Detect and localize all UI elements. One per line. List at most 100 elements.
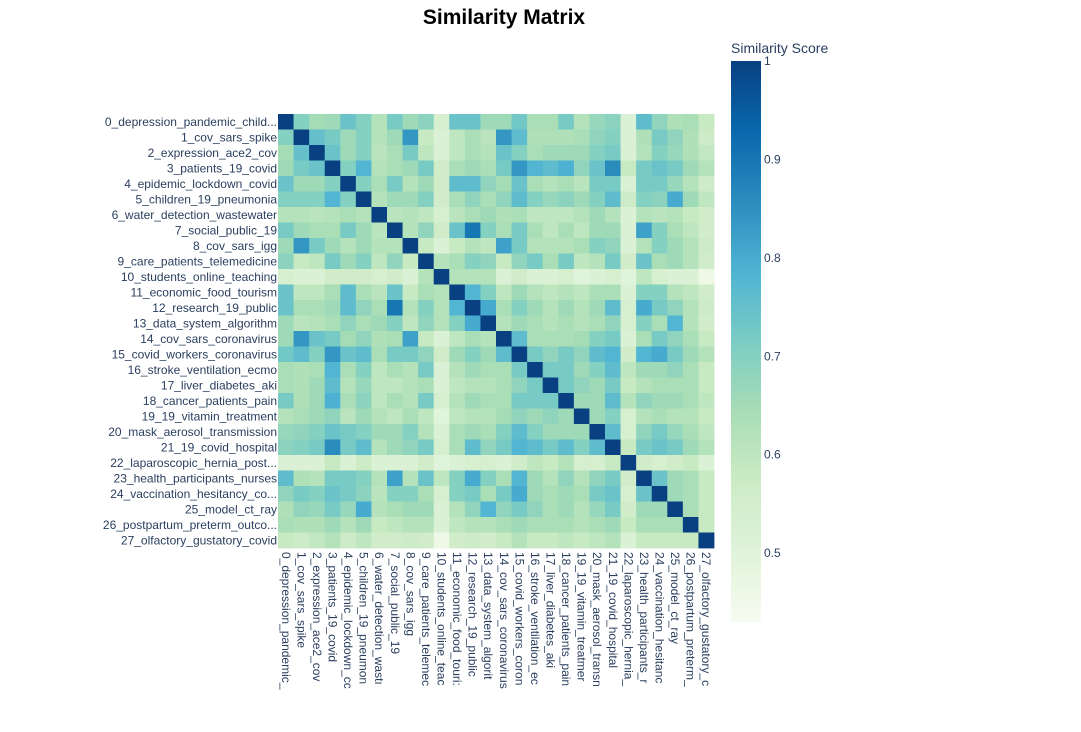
- colorbar-title: Similarity Score: [731, 40, 828, 56]
- heatmap-cell: [620, 238, 637, 254]
- heatmap-cell: [278, 315, 294, 332]
- heatmap-cell: [605, 114, 621, 130]
- heatmap-cell: [324, 424, 341, 440]
- heatmap-cell: [278, 176, 294, 192]
- heatmap-cell: [605, 269, 621, 285]
- heatmap-cell: [511, 470, 528, 487]
- heatmap-cell: [293, 455, 310, 471]
- heatmap-cell: [324, 114, 341, 130]
- heatmap-cell: [573, 377, 590, 394]
- heatmap-cell: [605, 424, 621, 440]
- heatmap-cell: [402, 253, 419, 270]
- heatmap-cell: [355, 176, 372, 192]
- heatmap-cell: [589, 408, 606, 425]
- heatmap-cell: [340, 160, 357, 177]
- heatmap-cell: [496, 470, 512, 487]
- heatmap-cell: [293, 191, 310, 208]
- heatmap-cell: [387, 424, 403, 440]
- heatmap-cell: [605, 253, 621, 270]
- heatmap-cell: [418, 486, 435, 502]
- heatmap-cell: [589, 424, 606, 440]
- heatmap-cell: [324, 377, 341, 394]
- heatmap-cell: [480, 517, 497, 533]
- heatmap-cell: [651, 501, 668, 518]
- heatmap-cell: [340, 393, 357, 409]
- heatmap-cell: [278, 455, 294, 471]
- heatmap-cell: [433, 207, 450, 223]
- heatmap-cell: [418, 346, 435, 363]
- heatmap-cell: [355, 532, 372, 549]
- heatmap-cell: [651, 331, 668, 347]
- heatmap-cell: [573, 424, 590, 440]
- heatmap-cell: [480, 129, 497, 146]
- heatmap-cell: [387, 439, 403, 456]
- heatmap-cell: [573, 160, 590, 177]
- heatmap-cell: [309, 114, 326, 130]
- heatmap-cell: [371, 408, 388, 425]
- heatmap-cell: [542, 114, 559, 130]
- heatmap-cell: [651, 160, 668, 177]
- y-tick-label: 12_research_19_public: [152, 301, 277, 315]
- heatmap-cell: [667, 517, 684, 533]
- heatmap-cell: [573, 145, 590, 161]
- heatmap-cell: [651, 253, 668, 270]
- heatmap-cell: [682, 284, 699, 301]
- heatmap-cell: [511, 424, 528, 440]
- heatmap-cell: [464, 393, 481, 409]
- heatmap-cell: [496, 501, 512, 518]
- heatmap-cell: [496, 393, 512, 409]
- heatmap-cell: [682, 517, 699, 533]
- heatmap-cell: [278, 377, 294, 394]
- heatmap-cell: [418, 269, 435, 285]
- heatmap-cell: [309, 362, 326, 378]
- heatmap-cell: [293, 284, 310, 301]
- heatmap-cell: [293, 160, 310, 177]
- heatmap-cell: [527, 114, 544, 130]
- heatmap-cell: [527, 470, 544, 487]
- heatmap-cell: [542, 222, 559, 239]
- heatmap-cell: [371, 300, 388, 316]
- heatmap-cell: [418, 238, 435, 254]
- heatmap-cell: [324, 346, 341, 363]
- heatmap-cell: [589, 315, 606, 332]
- heatmap-cell: [418, 315, 435, 332]
- heatmap-cell: [589, 346, 606, 363]
- heatmap-cell: [605, 331, 621, 347]
- heatmap-cell: [636, 300, 653, 316]
- heatmap-cell: [387, 532, 403, 549]
- heatmap-cell: [589, 300, 606, 316]
- heatmap-cell: [355, 408, 372, 425]
- y-tick-label: 0_depression_pandemic_child...: [105, 115, 277, 129]
- heatmap-cell: [511, 114, 528, 130]
- heatmap-cell: [589, 114, 606, 130]
- heatmap-cell: [449, 362, 466, 378]
- heatmap-cell: [402, 362, 419, 378]
- heatmap-cell: [620, 517, 637, 533]
- heatmap-cell: [464, 191, 481, 208]
- heatmap-cell: [402, 129, 419, 146]
- heatmap-cell: [293, 346, 310, 363]
- heatmap-cell: [667, 129, 684, 146]
- heatmap-cell: [636, 145, 653, 161]
- heatmap-cell: [667, 315, 684, 332]
- heatmap-cell: [496, 331, 512, 347]
- heatmap-cell: [433, 222, 450, 239]
- heatmap-cell: [542, 439, 559, 456]
- heatmap-cell: [527, 501, 544, 518]
- heatmap-cell: [293, 362, 310, 378]
- heatmap-cell: [355, 377, 372, 394]
- heatmap-cell: [651, 424, 668, 440]
- y-tick-label: 8_cov_sars_igg: [193, 239, 277, 253]
- heatmap-cell: [682, 486, 699, 502]
- heatmap-cell: [496, 300, 512, 316]
- heatmap-cell: [698, 269, 715, 285]
- heatmap-cell: [355, 253, 372, 270]
- heatmap-cell: [340, 207, 357, 223]
- heatmap-cell: [620, 114, 637, 130]
- x-tick-label: 17_liver_diabetes_aki: [544, 552, 558, 668]
- heatmap-cell: [651, 517, 668, 533]
- heatmap-cell: [573, 129, 590, 146]
- heatmap-cell: [589, 439, 606, 456]
- y-tick-label: 14_cov_sars_coronavirus: [140, 332, 277, 346]
- heatmap-cell: [371, 377, 388, 394]
